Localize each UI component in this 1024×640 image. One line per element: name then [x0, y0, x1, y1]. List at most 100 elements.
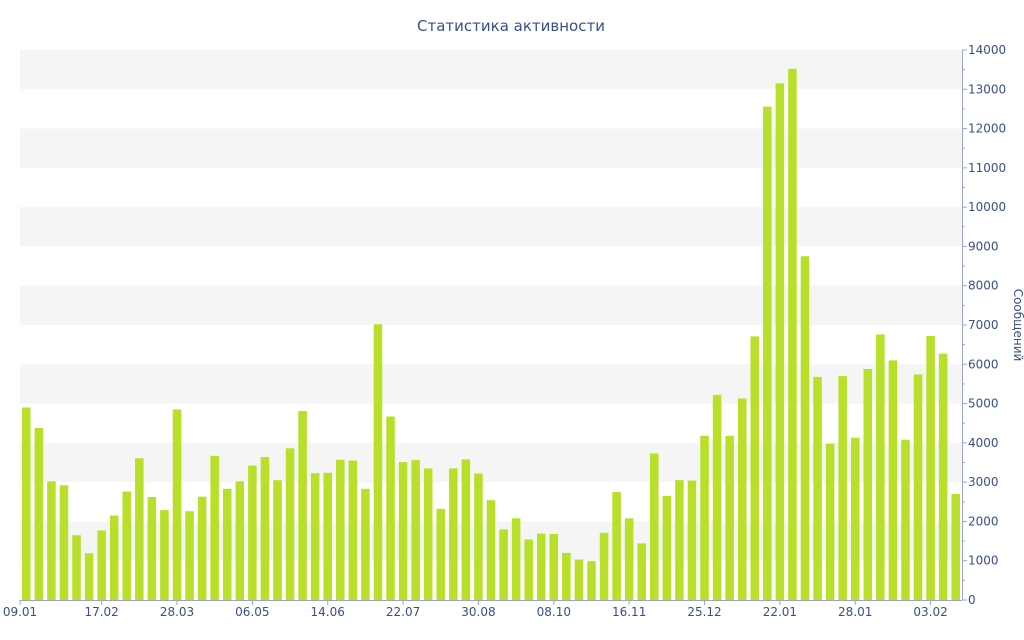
bar [172, 409, 182, 600]
y-tick-label: 10000 [968, 200, 1006, 214]
bar [273, 480, 282, 600]
bar [800, 256, 810, 600]
bar [750, 336, 760, 600]
x-tick-label: 06.05 [235, 605, 269, 619]
bar [825, 443, 835, 600]
bar [612, 491, 621, 600]
bar [725, 435, 734, 600]
bar [348, 460, 358, 600]
x-tick-label: 22.01 [763, 605, 797, 619]
bar [737, 398, 747, 600]
x-tick-label: 16.11 [612, 605, 646, 619]
bar [700, 435, 709, 600]
bar [850, 437, 860, 600]
bar [838, 376, 847, 600]
bar [788, 68, 797, 601]
bar [436, 508, 446, 600]
y-tick-label: 6000 [968, 357, 999, 371]
bar [938, 353, 948, 600]
bar [298, 411, 307, 600]
bar [34, 427, 44, 600]
bar [763, 106, 772, 600]
bar [336, 459, 345, 600]
grid-band [20, 50, 962, 90]
x-tick-label: 25.12 [687, 605, 721, 619]
y-tick-label: 9000 [968, 239, 999, 253]
bar [901, 439, 910, 600]
bar [587, 561, 596, 600]
bar [22, 407, 31, 600]
bar [687, 480, 697, 600]
bar [398, 462, 408, 600]
bar [185, 511, 194, 600]
bar [562, 552, 571, 600]
bar [876, 334, 885, 600]
bar [47, 481, 56, 600]
bar [285, 448, 295, 600]
y-tick-label: 2000 [968, 514, 999, 528]
y-tick-label: 13000 [968, 82, 1006, 96]
x-tick-label: 28.03 [160, 605, 194, 619]
bar [650, 453, 659, 600]
x-tick-label: 17.02 [84, 605, 118, 619]
y-tick-label: 5000 [968, 397, 999, 411]
bar [147, 497, 157, 600]
bar [323, 472, 332, 600]
bar [536, 533, 546, 600]
y-tick-label: 3000 [968, 475, 999, 489]
bar [373, 324, 383, 600]
bars-group [22, 68, 960, 601]
bar [135, 458, 144, 600]
x-tick-label: 30.08 [461, 605, 495, 619]
y-axis-label: Сообщений [1011, 289, 1024, 362]
bar [97, 530, 106, 600]
bar [549, 534, 559, 600]
bar [423, 468, 433, 600]
bar [913, 374, 923, 600]
bar [235, 481, 245, 600]
x-tick-label: 09.01 [3, 605, 37, 619]
y-tick-label: 0 [968, 593, 976, 607]
y-tick-label: 4000 [968, 436, 999, 450]
bar [574, 559, 584, 600]
bar [888, 360, 898, 600]
bar [411, 460, 420, 600]
chart-title: Статистика активности [417, 17, 605, 35]
bar [449, 468, 458, 600]
grid-band [20, 285, 962, 325]
bar [260, 457, 270, 600]
bar [524, 539, 533, 600]
bar [486, 500, 496, 600]
bar [248, 465, 257, 600]
bar [109, 515, 119, 600]
bar [386, 416, 395, 600]
bar [662, 495, 672, 600]
y-tick-label: 1000 [968, 554, 999, 568]
bar [775, 83, 785, 600]
grid-band [20, 128, 962, 168]
y-tick-label: 14000 [968, 43, 1006, 57]
x-tick-label: 28.01 [838, 605, 872, 619]
bar [361, 488, 370, 600]
bar [197, 496, 207, 600]
y-tick-label: 7000 [968, 318, 999, 332]
bar [59, 485, 69, 600]
bar [511, 518, 521, 600]
y-tick-label: 11000 [968, 161, 1006, 175]
x-tick-label: 08.10 [537, 605, 571, 619]
bar [210, 455, 219, 600]
x-tick-label: 22.07 [386, 605, 420, 619]
axes-group: 0 1000 2000 3000 4000 5000 6000 7000 8000 9000 100… [3, 43, 1006, 619]
y-tick-label: 8000 [968, 279, 999, 293]
bar [160, 510, 169, 600]
bar [813, 376, 822, 600]
x-tick-label: 14.06 [311, 605, 345, 619]
bar [951, 493, 960, 600]
bar [926, 336, 935, 600]
grid-band [20, 207, 962, 247]
bar [310, 473, 320, 600]
bar [222, 488, 232, 600]
bar [499, 529, 508, 600]
